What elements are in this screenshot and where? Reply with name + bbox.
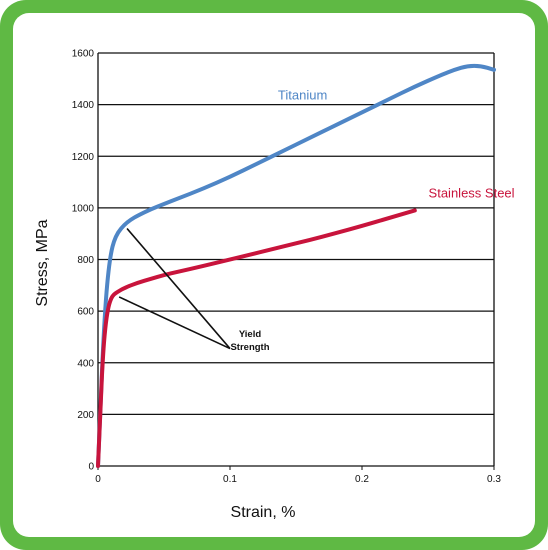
y-tick-label: 200 xyxy=(77,410,94,421)
series-label-titanium: Titanium xyxy=(278,87,327,102)
y-tick-label: 400 xyxy=(77,358,94,369)
y-tick-label: 1200 xyxy=(72,152,95,163)
series-line-titanium xyxy=(96,63,496,468)
y-tick-label: 1000 xyxy=(72,203,95,214)
yield-pointer-line xyxy=(126,228,231,350)
yield-strength-label-line1: Yield xyxy=(239,329,262,340)
y-tick-label: 1600 xyxy=(72,49,95,60)
yield-strength-label-line2: Strength xyxy=(230,342,269,353)
chart-panel: 0 200 400 600 800 1000 1200 1400 1600 0 0.1 0.2 0.3 … xyxy=(13,13,535,537)
y-axis-title: Stress, MPa xyxy=(34,219,51,306)
y-tick-label: 1400 xyxy=(72,100,95,111)
y-tick-label: 0 xyxy=(88,462,94,473)
series-label-stainless-steel: Stainless Steel xyxy=(429,186,515,201)
x-tick-label: 0.2 xyxy=(355,474,369,485)
yield-pointer-line xyxy=(118,296,231,350)
x-tick-label: 0.3 xyxy=(487,474,501,485)
y-tick-label: 600 xyxy=(77,307,94,318)
x-axis-title: Strain, % xyxy=(231,504,296,521)
x-tick-label: 0 xyxy=(95,474,101,485)
series-line-stainless-steel xyxy=(96,208,417,468)
y-tick-label: 800 xyxy=(77,255,94,266)
x-tick-label: 0.1 xyxy=(223,474,237,485)
